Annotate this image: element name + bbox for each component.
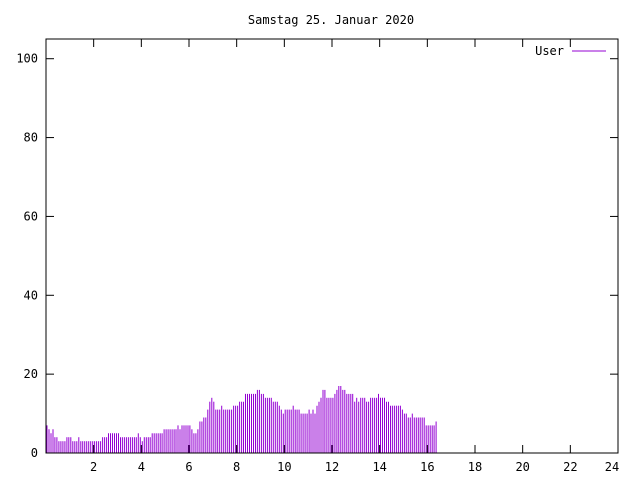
y-tick-label: 0 xyxy=(31,446,38,460)
x-tick-label: 22 xyxy=(563,460,577,474)
x-tick-label: 4 xyxy=(138,460,145,474)
x-tick-label: 24 xyxy=(605,460,619,474)
x-tick-label: 12 xyxy=(325,460,339,474)
x-tick-label: 10 xyxy=(277,460,291,474)
y-tick-label: 60 xyxy=(24,209,38,223)
x-tick-label: 8 xyxy=(233,460,240,474)
y-tick-label: 40 xyxy=(24,288,38,302)
plot-frame xyxy=(45,38,619,454)
y-tick-label: 80 xyxy=(24,131,38,145)
y-tick-label: 20 xyxy=(24,367,38,381)
x-tick-label: 2 xyxy=(90,460,97,474)
x-tick-label: 16 xyxy=(420,460,434,474)
x-tick-label: 18 xyxy=(468,460,482,474)
x-tick-label: 14 xyxy=(372,460,386,474)
legend: User xyxy=(535,44,606,58)
x-tick-label: 20 xyxy=(515,460,529,474)
legend-label: User xyxy=(535,44,564,58)
x-tick-label: 6 xyxy=(185,460,192,474)
bars-group xyxy=(46,386,437,453)
chart-title: Samstag 25. Januar 2020 xyxy=(248,13,414,27)
y-tick-label: 100 xyxy=(16,52,38,66)
